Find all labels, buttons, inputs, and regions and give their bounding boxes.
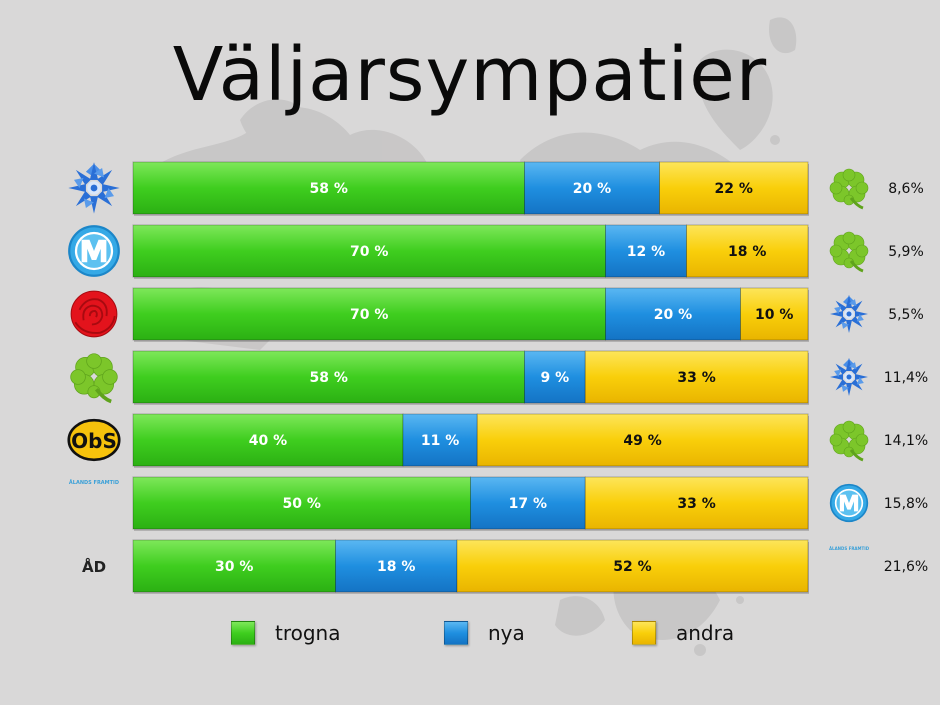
legend-label-nya: nya (488, 621, 525, 645)
data-label-nya-7: 18 % (377, 559, 415, 575)
right-value-2: 5,9% (888, 244, 924, 260)
data-label-trogna-2: 70 % (350, 244, 388, 260)
bar-segment-trogna-5 (132, 413, 404, 467)
m-logo-icon (68, 225, 120, 277)
right-value-7: 21,6% (884, 559, 928, 575)
data-label-trogna-5: 40 % (249, 433, 287, 449)
data-label-trogna-1: 58 % (310, 181, 348, 197)
ad-logo-text: ÅD (82, 557, 106, 576)
data-label-andra-1: 22 % (715, 181, 753, 197)
bar-segment-nya-3 (605, 287, 741, 341)
right-value-4: 11,4% (884, 370, 928, 386)
right-clover-icon-1 (828, 167, 870, 210)
data-label-andra-5: 49 % (623, 433, 661, 449)
bar-segment-nya-7 (335, 539, 458, 593)
legend-swatch-nya (444, 621, 468, 645)
obs-logo-text: ObS (71, 429, 117, 453)
legend-swatch-andra (632, 621, 656, 645)
data-label-nya-1: 20 % (573, 181, 611, 197)
data-label-andra-2: 18 % (728, 244, 766, 260)
data-label-andra-6: 33 % (677, 496, 715, 512)
data-label-trogna-6: 50 % (283, 496, 321, 512)
bar-segment-andra-5 (476, 413, 809, 467)
right-value-1: 8,6% (888, 181, 924, 197)
bar-segment-trogna-3 (132, 287, 606, 341)
right-cornflower-icon-4 (830, 358, 868, 396)
data-label-nya-4: 9 % (541, 370, 570, 386)
data-label-nya-3: 20 % (654, 307, 692, 323)
bar-segment-andra-7 (456, 539, 809, 593)
right-m-logo-icon-6 (829, 483, 869, 523)
data-label-nya-5: 11 % (421, 433, 459, 449)
bar-segment-nya-2 (605, 224, 687, 278)
data-label-trogna-3: 70 % (350, 307, 388, 323)
clover-icon (68, 351, 120, 404)
chart-title: Väljarsympatier (172, 32, 768, 118)
right-value-5: 14,1% (884, 433, 928, 449)
bar-segment-trogna-4 (132, 350, 525, 404)
data-label-andra-4: 33 % (677, 370, 715, 386)
cornflower-icon (68, 162, 120, 214)
framtid-logo-text: ÅLANDS FRAMTID (69, 479, 119, 486)
bar-segment-nya-1 (524, 161, 660, 215)
data-label-andra-3: 10 % (755, 307, 793, 323)
right-value-6: 15,8% (884, 496, 928, 512)
legend-item-trogna: trogna (231, 621, 341, 645)
data-label-trogna-7: 30 % (215, 559, 253, 575)
bar-segment-trogna-6 (132, 476, 471, 530)
right-cornflower-icon-3 (830, 295, 868, 333)
right-value-3: 5,5% (888, 307, 924, 323)
right-clover-icon-5 (828, 419, 870, 462)
bar-segment-andra-6 (584, 476, 809, 530)
framtid-logo-text-small: ÅLANDS FRAMTID (829, 546, 870, 551)
legend-swatch-trogna (231, 621, 255, 645)
bar-segment-trogna-2 (132, 224, 606, 278)
data-label-nya-2: 12 % (627, 244, 665, 260)
right-clover-icon-2 (828, 230, 870, 273)
bar-segment-andra-2 (686, 224, 809, 278)
bar-segment-andra-1 (659, 161, 809, 215)
bar-segment-trogna-7 (132, 539, 336, 593)
data-label-andra-7: 52 % (613, 559, 651, 575)
bar-segment-trogna-1 (132, 161, 525, 215)
legend-label-trogna: trogna (275, 621, 341, 645)
data-label-nya-6: 17 % (509, 496, 547, 512)
legend-item-andra: andra (632, 621, 734, 645)
legend-label-andra: andra (676, 621, 735, 645)
data-label-trogna-4: 58 % (310, 370, 348, 386)
bar-segment-andra-3 (740, 287, 809, 341)
bar-segment-nya-4 (524, 350, 586, 404)
bar-segment-andra-4 (584, 350, 809, 404)
legend-item-nya: nya (444, 621, 525, 645)
rose-icon (70, 290, 118, 338)
